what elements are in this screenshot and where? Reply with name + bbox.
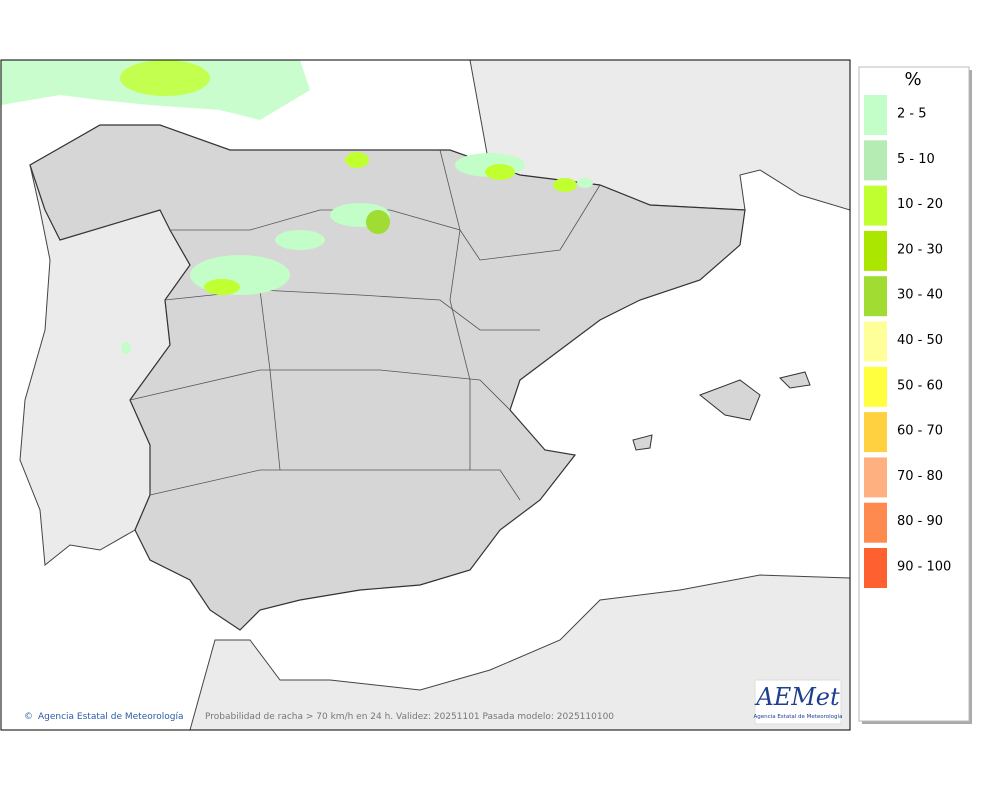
legend-swatch <box>864 95 887 135</box>
logo-subtitle: Agencia Estatal de Meteorología <box>754 713 843 720</box>
legend-label: 30 - 40 <box>897 288 943 303</box>
legend-label: 60 - 70 <box>897 424 943 439</box>
legend-swatch <box>864 366 887 407</box>
ibiza <box>632 434 653 451</box>
mallorca <box>699 379 761 421</box>
legend-label: 50 - 60 <box>897 378 943 393</box>
legend-title: % <box>904 69 921 90</box>
map <box>1 60 850 730</box>
legend-swatch <box>864 412 887 453</box>
legend-label: 90 - 100 <box>897 560 951 575</box>
legend-label: 20 - 30 <box>897 242 943 257</box>
legend-label: 2 - 5 <box>897 107 927 122</box>
legend-label: 10 - 20 <box>897 197 943 212</box>
spain <box>29 124 746 631</box>
legend-swatch <box>864 321 887 362</box>
legend-swatch <box>864 185 887 226</box>
legend-swatch <box>864 140 887 181</box>
legend-items: 2 - 5 5 - 10 10 - 20 20 - 30 30 - 40 40 - 50 5… <box>864 95 951 588</box>
legend-swatch <box>864 230 887 271</box>
logo-box <box>754 679 842 725</box>
logo-text: AEMet <box>754 683 840 711</box>
africa <box>189 574 850 730</box>
legend-label: 5 - 10 <box>897 152 935 167</box>
legend-swatch <box>864 502 887 543</box>
legend-label: 40 - 50 <box>897 333 943 348</box>
credit: Agencia Estatal de Meteorología <box>38 712 184 722</box>
probability-areas <box>1 60 593 354</box>
legend-label: 80 - 90 <box>897 514 943 529</box>
caption: Probabilidad de racha > 70 km/h en 24 h.… <box>205 712 614 722</box>
map-frame <box>0 59 851 731</box>
legend-swatch <box>864 276 887 317</box>
menorca <box>779 371 811 389</box>
legend-swatch <box>864 548 887 588</box>
legend-label: 70 - 80 <box>897 469 943 484</box>
region-borders <box>129 149 601 501</box>
legend-swatch <box>864 457 887 498</box>
copyright-symbol: © <box>24 712 33 722</box>
